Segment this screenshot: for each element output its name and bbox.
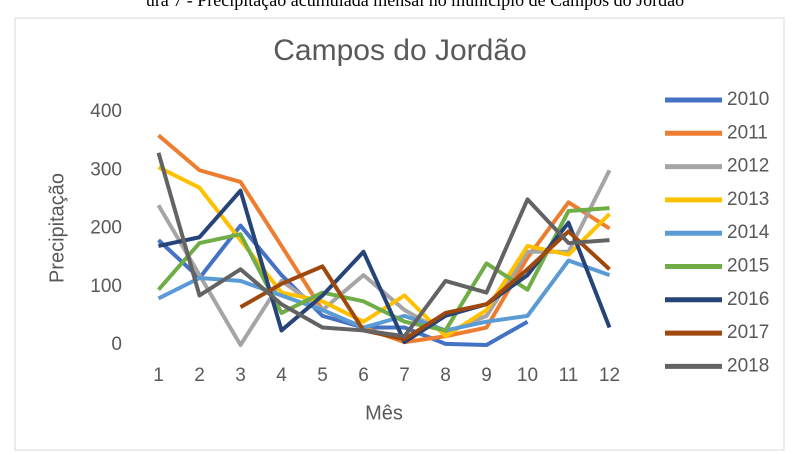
x-tick-label: 1 xyxy=(153,365,164,386)
legend-label: 2010 xyxy=(727,89,769,110)
x-tick-label: 4 xyxy=(276,365,287,386)
y-tick-label: 300 xyxy=(90,159,122,180)
chart-title: Campos do Jordão xyxy=(273,34,526,67)
legend-label: 2013 xyxy=(727,189,769,210)
x-tick-label: 12 xyxy=(599,365,620,386)
series-line xyxy=(157,258,611,333)
y-tick-label: 0 xyxy=(111,334,122,355)
x-tick-label: 5 xyxy=(317,365,328,386)
legend-label: 2012 xyxy=(727,156,769,177)
series-line xyxy=(239,229,611,342)
x-tick-label: 11 xyxy=(559,365,579,386)
x-tick-label: 7 xyxy=(399,365,410,386)
y-axis-label: Precipitação xyxy=(46,173,68,283)
legend-label: 2017 xyxy=(727,322,769,343)
series-line xyxy=(156,152,610,339)
legend-label: 2011 xyxy=(727,122,768,143)
x-tick-label: 8 xyxy=(440,365,451,386)
legend-label: 2015 xyxy=(727,256,769,277)
series-line xyxy=(156,206,610,333)
series-line xyxy=(157,223,529,347)
y-tick-label: 200 xyxy=(90,218,122,239)
x-tick-label: 2 xyxy=(194,365,205,386)
x-tick-label: 6 xyxy=(358,365,369,386)
x-axis-label: Mês xyxy=(365,402,403,424)
legend-label: 2018 xyxy=(727,355,769,376)
legend-label: 2014 xyxy=(727,222,770,243)
x-tick-label: 9 xyxy=(481,365,492,386)
series-line xyxy=(157,165,611,339)
series-line xyxy=(158,188,612,345)
x-tick-label: 3 xyxy=(235,365,246,386)
legend-label: 2016 xyxy=(727,289,769,310)
y-tick-label: 400 xyxy=(90,101,122,122)
y-tick-label: 100 xyxy=(90,276,122,297)
caption: ura 7 - Precipitação acumulada mensal no… xyxy=(146,0,684,10)
chart-border xyxy=(14,17,785,451)
x-tick-label: 10 xyxy=(517,365,538,386)
